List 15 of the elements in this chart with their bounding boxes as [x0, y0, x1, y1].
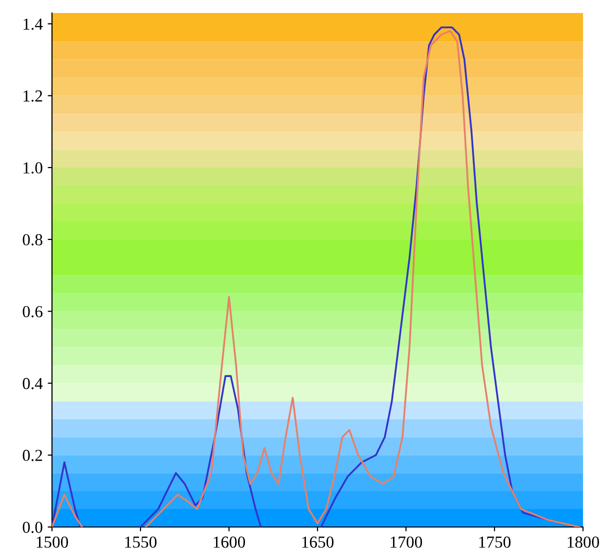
x-tick-label: 1500	[36, 536, 68, 548]
y-tick-label: 0.8	[22, 234, 42, 246]
x-tick-label: 1750	[479, 536, 511, 548]
x-tick-label: 1800	[568, 536, 600, 548]
y-tick-label: 1.0	[24, 162, 42, 174]
y-tick-label: 0.0	[22, 522, 42, 534]
x-tick-label: 1550	[125, 536, 157, 548]
x-tick-label: 1600	[214, 536, 246, 548]
x-tick-label: 1650	[302, 536, 334, 548]
y-tick-label: 0.6	[22, 306, 42, 318]
y-tick-label: 1.2	[24, 90, 42, 102]
x-tick-label: 1700	[390, 536, 422, 548]
y-tick-label: 0.2	[22, 450, 42, 462]
y-tick-label: 0.4	[22, 378, 43, 390]
y-tick-label: 1.4	[24, 18, 43, 30]
